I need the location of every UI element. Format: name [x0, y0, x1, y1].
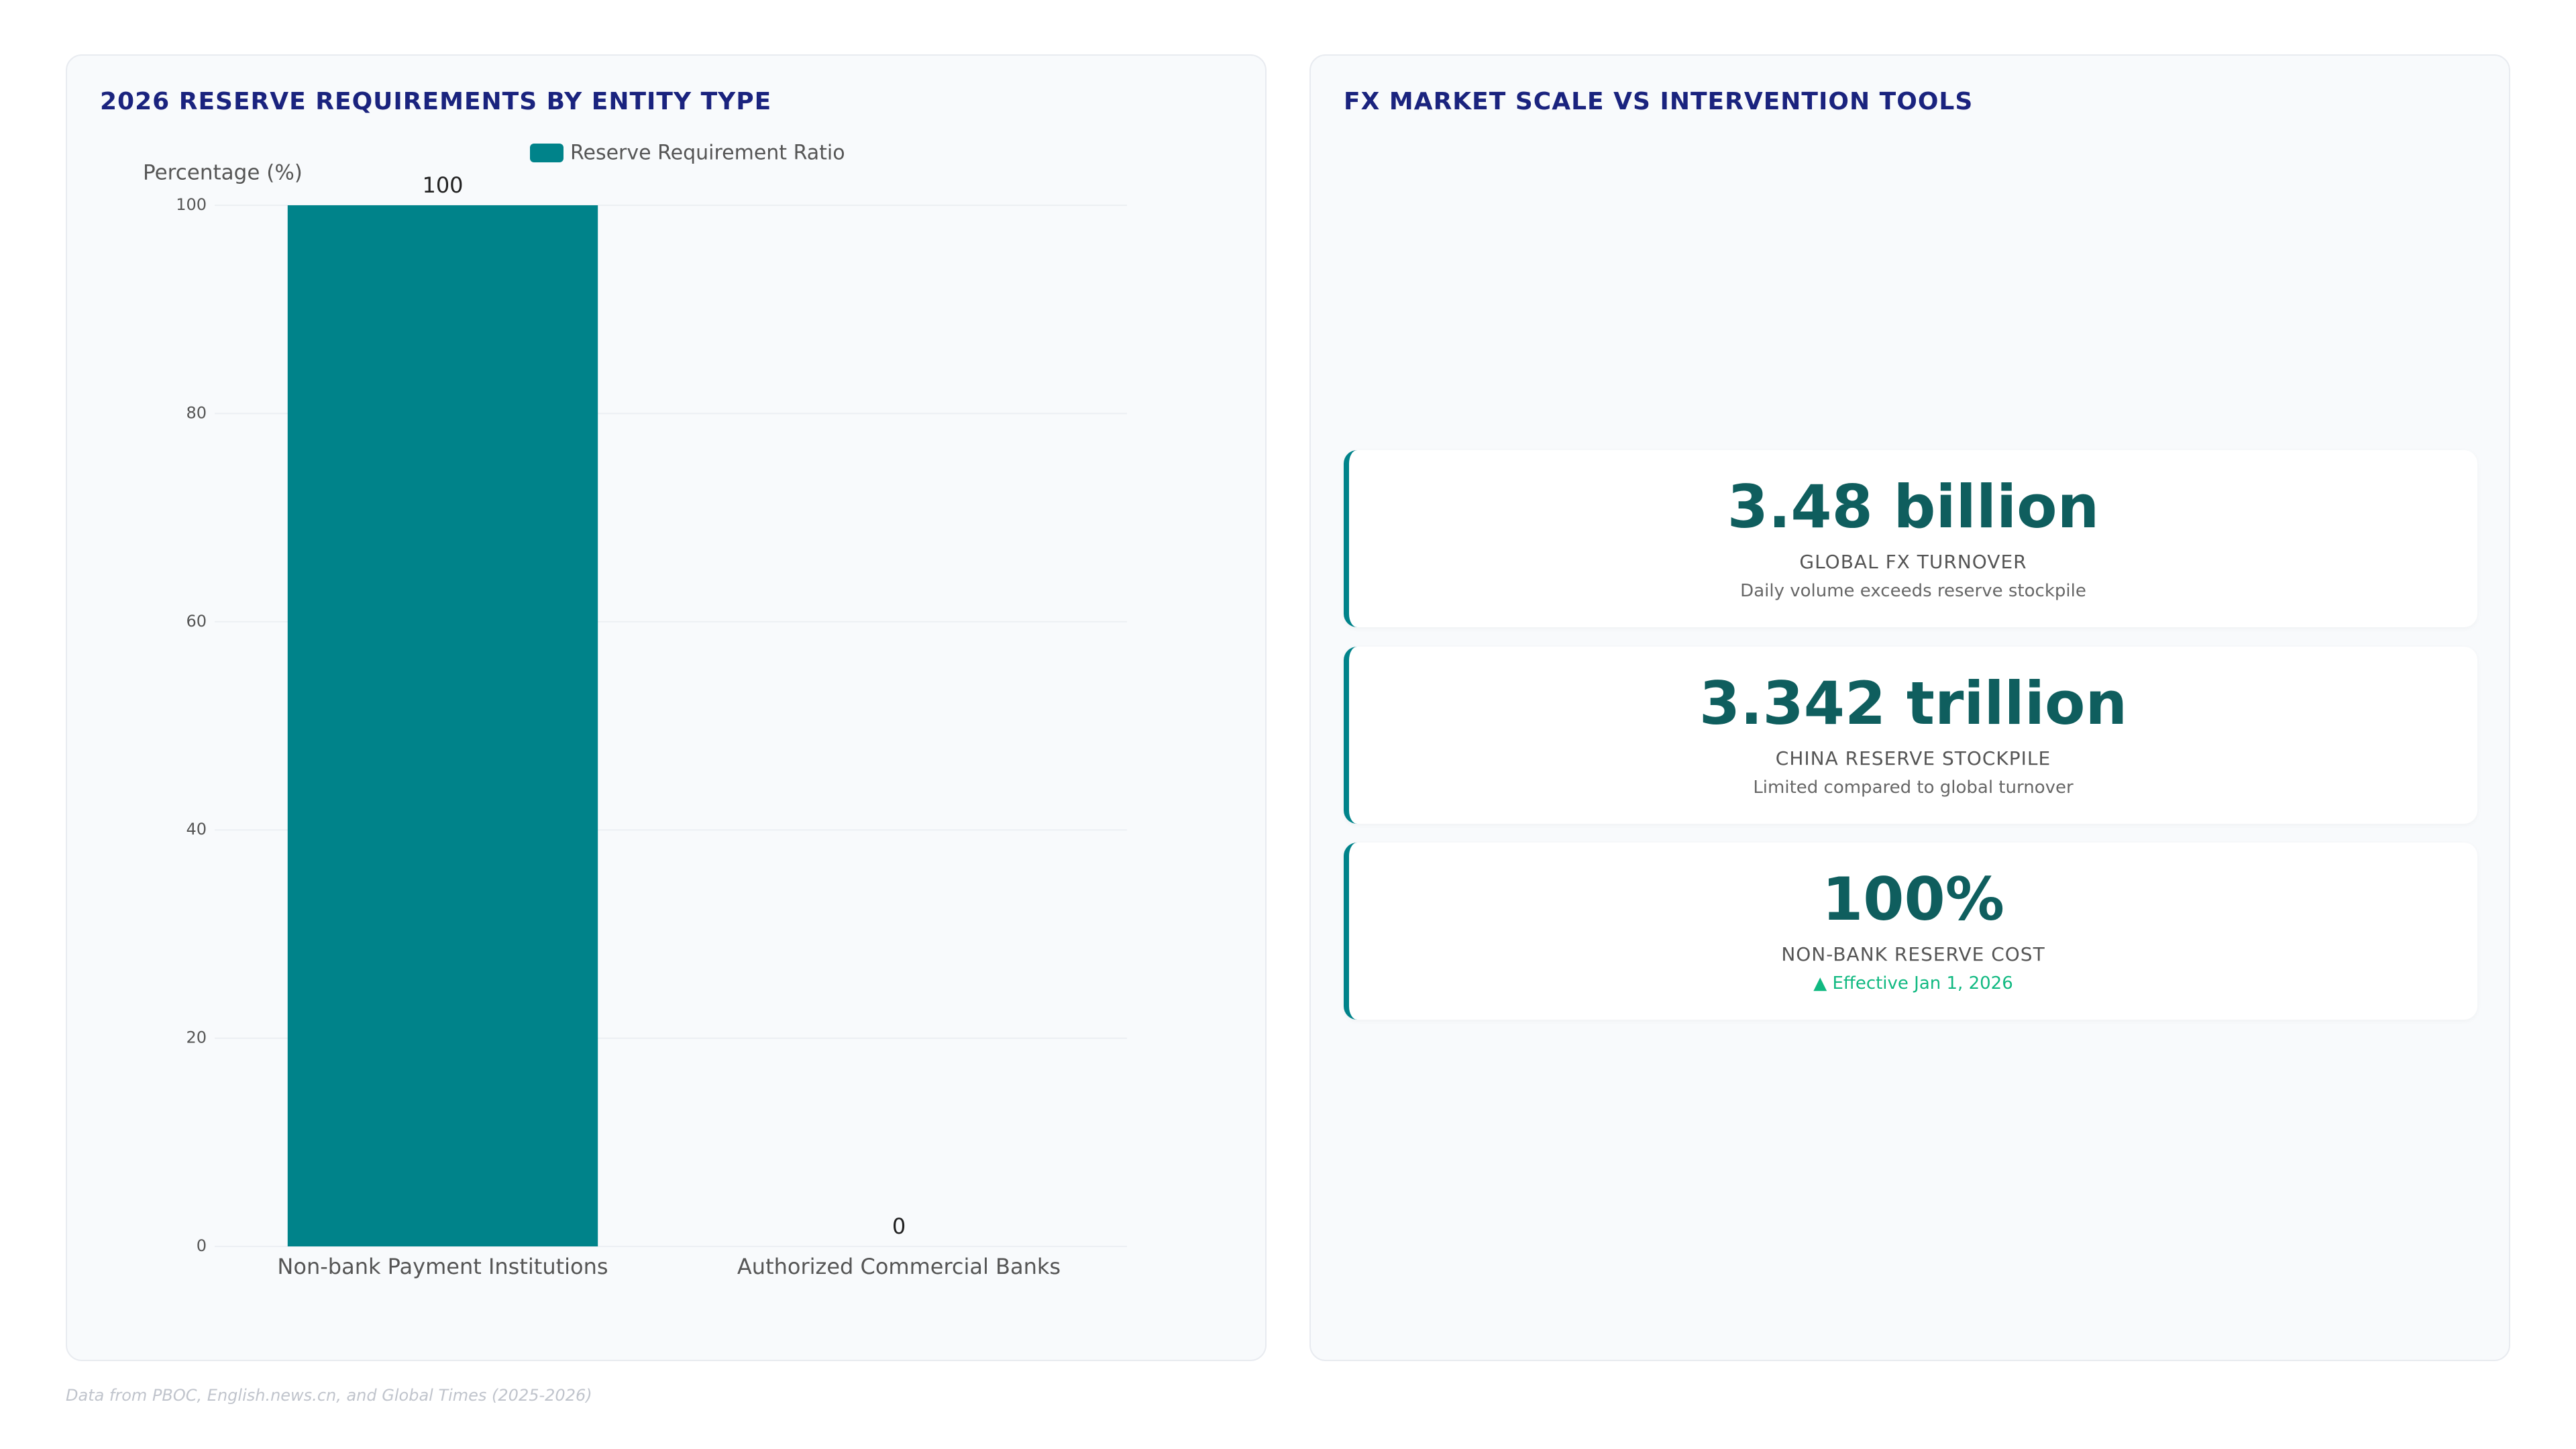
y-tick-label: 20	[186, 1028, 207, 1047]
legend-label: Reserve Requirement Ratio	[570, 142, 845, 165]
bar	[287, 205, 598, 1246]
kpi-label: CHINA RESERVE STOCKPILE	[1775, 747, 2051, 769]
kpi-card: 3.342 trillion CHINA RESERVE STOCKPILE L…	[1344, 647, 2477, 824]
value-label: 0	[892, 1214, 906, 1239]
y-tick-label: 80	[186, 403, 207, 422]
chart-title: 2026 RESERVE REQUIREMENTS BY ENTITY TYPE	[100, 88, 771, 115]
kpi-label: NON-BANK RESERVE COST	[1781, 943, 2045, 965]
value-label: 100	[422, 172, 463, 198]
y-tick-label: 40	[186, 820, 207, 839]
y-tick-label: 0	[197, 1236, 207, 1255]
kpi-card: 3.48 billion GLOBAL FX TURNOVER Daily vo…	[1344, 450, 2477, 627]
kpi-note: Limited compared to global turnover	[1753, 777, 2074, 798]
y-tick-label: 100	[176, 195, 207, 214]
kpi-panel: FX MARKET SCALE VS INTERVENTION TOOLS 3.…	[1309, 54, 2510, 1361]
kpi-note: ▲ Effective Jan 1, 2026	[1813, 973, 2013, 994]
kpi-label: GLOBAL FX TURNOVER	[1799, 551, 2027, 573]
x-tick-label: Non-bank Payment Institutions	[277, 1254, 608, 1279]
y-tick-label: 60	[186, 612, 207, 631]
kpi-value: 3.48 billion	[1727, 472, 2100, 541]
x-tick-label: Authorized Commercial Banks	[737, 1254, 1061, 1279]
kpi-note: Daily volume exceeds reserve stockpile	[1740, 581, 2086, 601]
legend-swatch	[530, 144, 564, 162]
chart: 2026 RESERVE REQUIREMENTS BY ENTITY TYPE…	[100, 88, 1127, 1279]
kpi-value: 3.342 trillion	[1699, 669, 2128, 738]
kpi-card: 100% NON-BANK RESERVE COST ▲ Effective J…	[1344, 843, 2477, 1020]
panel-title: FX MARKET SCALE VS INTERVENTION TOOLS	[1344, 88, 1974, 115]
y-axis-label: Percentage (%)	[143, 161, 303, 185]
kpi-value: 100%	[1822, 865, 2004, 934]
footer-note: Data from PBOC, English.news.cn, and Glo…	[66, 1386, 592, 1405]
chart-panel: 2026 RESERVE REQUIREMENTS BY ENTITY TYPE…	[66, 54, 1267, 1361]
